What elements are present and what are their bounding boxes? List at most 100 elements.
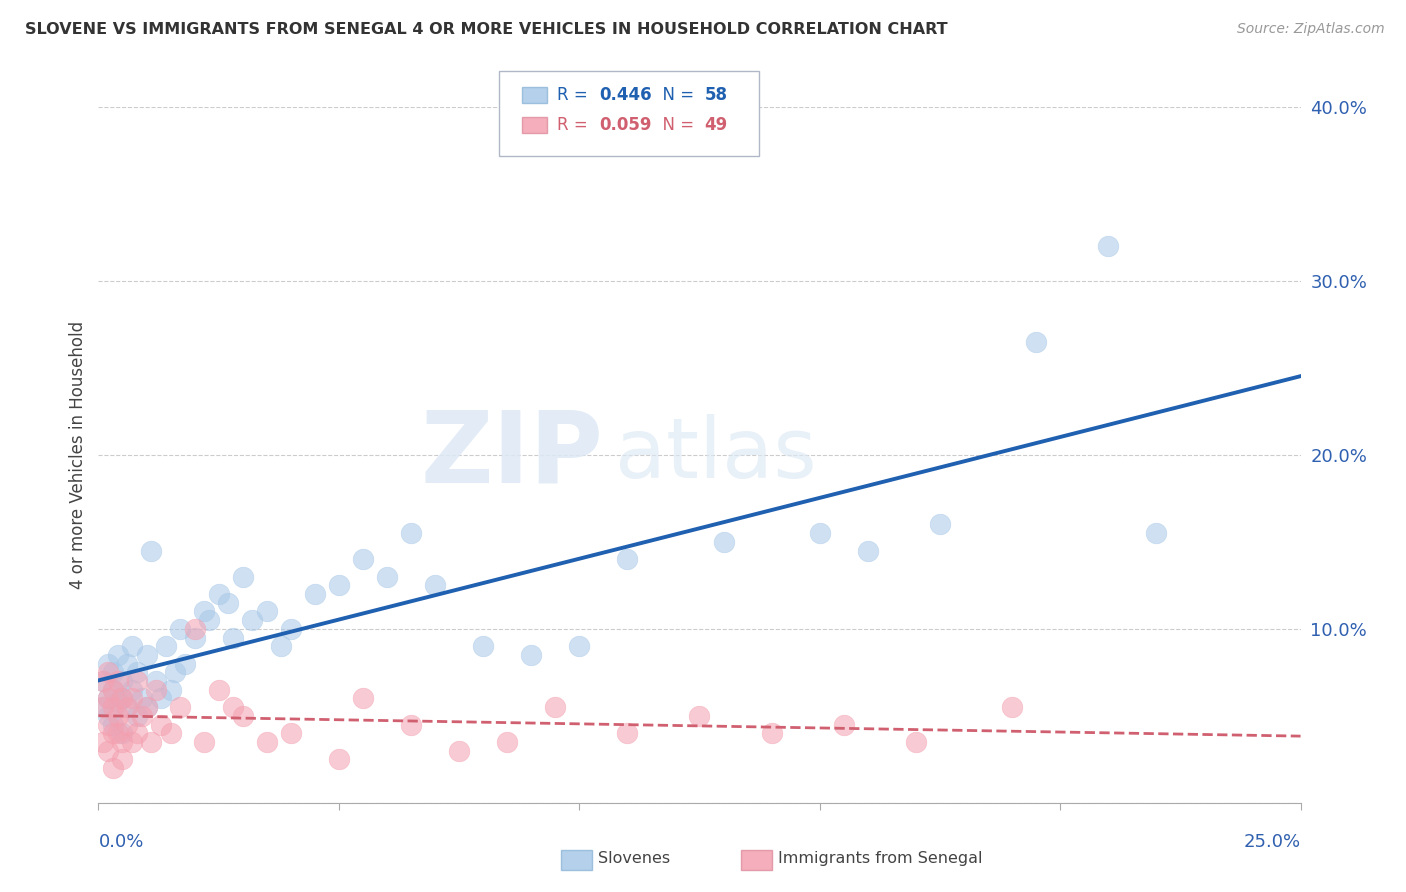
Text: 49: 49 (704, 116, 728, 134)
Point (91, 674, 114, 689)
Text: 0.059: 0.059 (599, 116, 651, 134)
Point (1025, 334, 1047, 349)
Point (111, 735, 134, 749)
Point (121, 735, 143, 749)
Point (240, 613, 263, 627)
Point (423, 578, 446, 592)
Text: atlas: atlas (616, 415, 817, 495)
Point (125, 665, 148, 680)
Point (222, 700, 245, 714)
Point (117, 657, 139, 671)
Point (856, 543, 879, 558)
Text: ZIP: ZIP (420, 407, 603, 503)
Point (1144, 526, 1167, 541)
Point (183, 631, 205, 645)
Point (107, 695, 129, 709)
Point (91, 700, 114, 714)
Point (270, 639, 292, 653)
Point (131, 708, 153, 723)
Point (111, 726, 134, 740)
Text: SLOVENE VS IMMIGRANTS FROM SENEGAL 4 OR MORE VEHICLES IN HOUSEHOLD CORRELATION C: SLOVENE VS IMMIGRANTS FROM SENEGAL 4 OR … (25, 22, 948, 37)
Point (808, 526, 831, 541)
Point (169, 622, 191, 636)
Point (280, 622, 302, 636)
Point (117, 700, 139, 714)
Point (232, 570, 254, 584)
Text: N =: N = (652, 87, 700, 104)
Point (135, 700, 157, 714)
Point (111, 691, 134, 706)
Point (111, 752, 134, 766)
Text: 0.446: 0.446 (599, 87, 651, 104)
Point (97, 691, 120, 706)
Text: 58: 58 (704, 87, 727, 104)
Point (145, 674, 167, 689)
Point (568, 639, 591, 653)
Point (352, 691, 374, 706)
Point (688, 708, 710, 723)
Point (193, 735, 215, 749)
Point (101, 761, 124, 775)
Point (328, 578, 350, 592)
Point (141, 543, 163, 558)
Point (91, 674, 114, 689)
Point (117, 700, 139, 714)
Point (97, 744, 120, 758)
Point (232, 708, 254, 723)
Point (222, 631, 245, 645)
Point (101, 665, 124, 680)
Point (256, 605, 278, 619)
Point (135, 648, 157, 662)
Point (107, 726, 129, 740)
Point (832, 717, 855, 731)
Point (198, 613, 221, 627)
Point (280, 726, 302, 740)
Point (101, 682, 124, 697)
Point (399, 526, 422, 541)
Point (131, 691, 153, 706)
Text: Source: ZipAtlas.com: Source: ZipAtlas.com (1237, 22, 1385, 37)
Point (399, 717, 422, 731)
Point (149, 691, 172, 706)
Point (91, 735, 114, 749)
Point (375, 570, 398, 584)
Text: Immigrants from Senegal: Immigrants from Senegal (778, 851, 981, 865)
Point (256, 735, 278, 749)
Point (107, 674, 129, 689)
Point (125, 726, 148, 740)
Point (125, 708, 148, 723)
Point (101, 700, 124, 714)
Point (111, 674, 134, 689)
Point (472, 639, 495, 653)
Point (447, 744, 470, 758)
Point (121, 639, 143, 653)
Point (761, 726, 783, 740)
Point (107, 648, 129, 662)
Point (159, 682, 181, 697)
Point (97, 691, 120, 706)
Point (208, 587, 231, 601)
Text: 0.0%: 0.0% (98, 833, 143, 851)
Point (217, 596, 239, 610)
Point (97, 657, 120, 671)
Point (496, 735, 519, 749)
Point (97, 708, 120, 723)
Point (117, 717, 139, 731)
Point (97, 717, 120, 731)
Point (174, 657, 197, 671)
Point (155, 639, 177, 653)
Point (101, 726, 124, 740)
Point (352, 552, 374, 566)
Point (208, 682, 231, 697)
Text: N =: N = (652, 116, 700, 134)
Point (904, 735, 927, 749)
Text: R =: R = (557, 87, 593, 104)
Point (165, 665, 187, 680)
Point (544, 700, 567, 714)
Point (304, 587, 326, 601)
Point (107, 708, 129, 723)
Point (135, 700, 157, 714)
Point (1001, 700, 1024, 714)
Point (101, 682, 124, 697)
Point (169, 700, 191, 714)
